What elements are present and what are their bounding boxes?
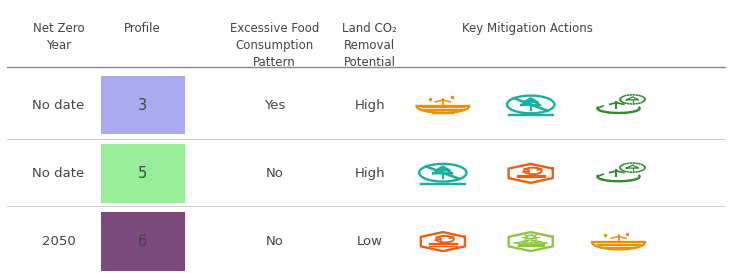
Text: 6: 6 (138, 234, 147, 249)
Text: No: No (266, 167, 283, 180)
Text: High: High (354, 167, 385, 180)
Text: Profile: Profile (124, 22, 161, 35)
FancyBboxPatch shape (100, 144, 184, 203)
Text: No date: No date (32, 167, 85, 180)
Text: 2050: 2050 (42, 235, 75, 248)
Text: Land CO₂
Removal
Potential: Land CO₂ Removal Potential (343, 22, 397, 69)
Text: 5: 5 (138, 166, 147, 181)
FancyBboxPatch shape (100, 212, 184, 271)
Text: No: No (266, 235, 283, 248)
FancyBboxPatch shape (100, 76, 184, 135)
Text: Yes: Yes (264, 99, 285, 112)
Text: Net Zero
Year: Net Zero Year (33, 22, 84, 52)
Text: High: High (354, 99, 385, 112)
Text: Low: Low (356, 235, 383, 248)
Text: No date: No date (32, 99, 85, 112)
Text: Key Mitigation Actions: Key Mitigation Actions (462, 22, 592, 35)
Text: Excessive Food
Consumption
Pattern: Excessive Food Consumption Pattern (230, 22, 319, 69)
Text: 3: 3 (138, 98, 147, 112)
